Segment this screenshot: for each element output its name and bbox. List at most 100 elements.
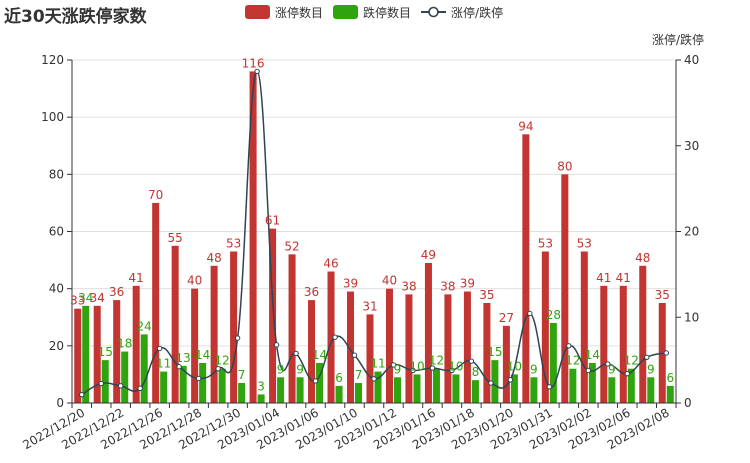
bar-limit-down [101, 360, 109, 403]
data-label-limit-down: 34 [78, 291, 93, 305]
data-label-limit-down: 18 [117, 337, 132, 351]
bar-limit-up [541, 251, 549, 403]
ratio-point [605, 361, 611, 367]
bar-limit-up [152, 202, 160, 403]
ratio-point [254, 68, 260, 75]
data-label-limit-up: 34 [90, 291, 105, 305]
bar-limit-up [113, 300, 121, 403]
ratio-point [371, 376, 377, 382]
ratio-point [390, 362, 397, 368]
left-axis-tick-label: 100 [41, 110, 64, 124]
data-label-limit-up: 55 [168, 231, 183, 245]
bar-limit-down [82, 305, 90, 403]
bar-limit-down [452, 374, 460, 403]
data-label-limit-down: 14 [312, 348, 327, 362]
bar-limit-up [424, 262, 432, 403]
right-axis-label: 涨停/跌停 [652, 32, 704, 47]
data-label-limit-up: 48 [635, 251, 650, 265]
bar-limit-up [600, 285, 608, 403]
data-label-limit-up: 27 [499, 311, 514, 325]
data-label-limit-down: 10 [409, 359, 424, 373]
ratio-point [507, 377, 514, 383]
bar-limit-down [666, 385, 674, 403]
data-label-limit-up: 36 [109, 285, 124, 299]
ratio-point [527, 310, 533, 317]
data-label-limit-up: 94 [518, 119, 533, 133]
legend-item-limit-up[interactable]: 涨停数目 [245, 4, 323, 21]
ratio-point [79, 391, 85, 398]
bar-limit-up [269, 228, 277, 403]
data-label-limit-up: 53 [226, 237, 241, 251]
data-label-limit-up: 38 [401, 279, 416, 293]
bar-limit-down [608, 377, 616, 403]
data-label-limit-down: 15 [487, 345, 502, 359]
bar-limit-up [171, 245, 179, 403]
data-label-limit-up: 33 [70, 294, 85, 308]
bar-limit-up [502, 325, 510, 403]
data-label-limit-up: 48 [206, 251, 221, 265]
data-label-limit-up: 39 [343, 277, 358, 291]
data-label-limit-down: 7 [355, 368, 363, 382]
bar-limit-down [160, 371, 168, 403]
bar-limit-down [413, 374, 421, 403]
right-axis-tick-label: 30 [684, 139, 699, 153]
bar-limit-down [393, 377, 401, 403]
data-label-limit-up: 38 [440, 279, 455, 293]
ratio-point [410, 367, 416, 374]
ratio-point [234, 335, 241, 341]
ratio-point [215, 366, 221, 372]
data-label-limit-down: 14 [585, 348, 600, 362]
data-label-limit-down: 9 [277, 362, 285, 376]
data-label-limit-down: 15 [98, 345, 113, 359]
bar-limit-down [510, 374, 518, 403]
bar-limit-down [432, 368, 440, 403]
data-label-limit-down: 9 [647, 362, 655, 376]
left-axis-tick-label: 40 [49, 282, 64, 296]
ratio-point [663, 350, 669, 356]
right-axis-tick-label: 10 [684, 310, 699, 324]
bar-limit-up [191, 288, 199, 403]
data-label-limit-down: 9 [530, 362, 538, 376]
data-label-limit-down: 12 [214, 354, 229, 368]
bar-limit-up [463, 291, 471, 403]
grid-layer [72, 59, 676, 347]
left-axis-tick-label: 20 [49, 339, 64, 353]
bar-layer [74, 71, 674, 404]
data-label-limit-down: 12 [429, 354, 444, 368]
bar-limit-down [140, 334, 148, 403]
legend: 涨停数目 跌停数目 涨停/跌停 [245, 3, 513, 21]
data-label-limit-down: 11 [370, 357, 385, 371]
legend-swatch-limit-down [333, 5, 359, 19]
data-label-limit-down: 10 [507, 359, 522, 373]
ratio-point [488, 380, 494, 386]
bar-limit-up [639, 265, 647, 403]
data-label-limit-down: 9 [608, 362, 616, 376]
ratio-point [449, 367, 455, 374]
legend-label-limit-down: 跌停数目 [363, 5, 412, 20]
bar-limit-down [627, 368, 635, 403]
data-label-limit-up: 53 [577, 237, 592, 251]
bar-limit-up [288, 254, 296, 403]
bar-limit-down [121, 351, 129, 403]
data-label-limit-down: 13 [176, 351, 191, 365]
legend-label-limit-up: 涨停数目 [275, 5, 324, 20]
bar-limit-up [132, 285, 140, 403]
bar-limit-up [230, 251, 238, 403]
data-label-limit-up: 52 [284, 239, 299, 253]
bar-limit-up [308, 300, 316, 403]
bar-limit-down [277, 377, 285, 403]
legend-item-ratio[interactable]: 涨停/跌停 [421, 4, 503, 21]
data-label-limit-up: 41 [616, 271, 631, 285]
ratio-point [273, 342, 280, 348]
data-label-limit-down: 9 [394, 362, 402, 376]
ratio-point [156, 345, 163, 352]
data-label-limit-up: 39 [460, 277, 475, 291]
ratio-point [351, 352, 358, 358]
legend-item-limit-down[interactable]: 跌停数目 [333, 4, 411, 21]
data-label-limit-up: 40 [382, 274, 397, 288]
bar-limit-up [385, 288, 393, 403]
ratio-point [429, 365, 436, 371]
ratio-point [195, 375, 202, 382]
bar-limit-down [316, 362, 324, 403]
